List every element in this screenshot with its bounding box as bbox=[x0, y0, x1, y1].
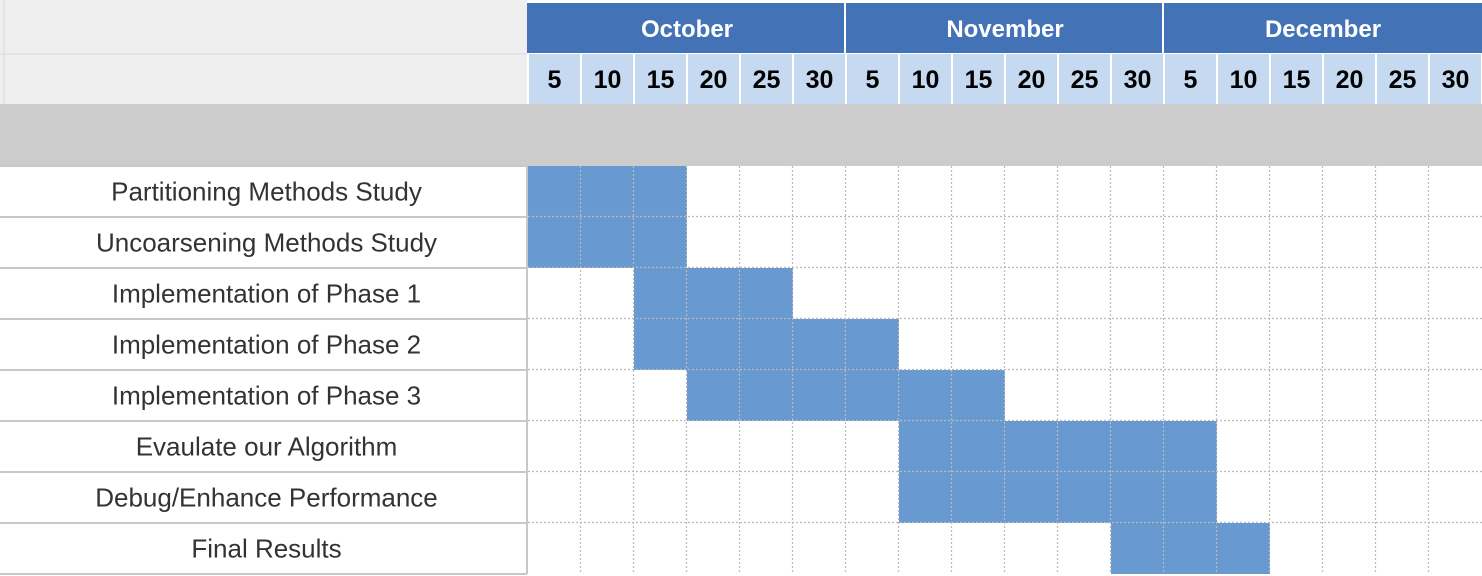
corner-header bbox=[0, 0, 527, 104]
day-cell bbox=[635, 54, 686, 104]
day-tick-label: 25 bbox=[1071, 66, 1099, 94]
month-header: October November December bbox=[527, 3, 1482, 53]
task-label: Debug/Enhance Performance bbox=[95, 483, 438, 513]
month-label: October bbox=[641, 16, 733, 43]
day-cell bbox=[847, 54, 898, 104]
gantt-bar bbox=[528, 166, 687, 217]
task-label: Partitioning Methods Study bbox=[111, 177, 422, 207]
day-cell bbox=[794, 54, 845, 104]
day-tick-label: 10 bbox=[1230, 66, 1258, 94]
day-tick-label: 20 bbox=[1336, 66, 1364, 94]
day-tick-label: 15 bbox=[965, 66, 993, 94]
day-cell bbox=[900, 54, 951, 104]
day-header: 5 10 15 20 25 30 5 10 15 20 25 30 5 10 15 20 25 30 bbox=[529, 54, 1481, 104]
day-tick-label: 10 bbox=[594, 66, 622, 94]
day-cell bbox=[1430, 54, 1481, 104]
day-tick-label: 5 bbox=[866, 66, 880, 94]
day-cell bbox=[1165, 54, 1216, 104]
day-tick-label: 20 bbox=[1018, 66, 1046, 94]
day-tick-label: 10 bbox=[912, 66, 940, 94]
gantt-bar bbox=[528, 217, 687, 268]
gantt-bar bbox=[634, 268, 793, 319]
day-cell bbox=[1218, 54, 1269, 104]
task-label: Implementation of Phase 3 bbox=[112, 381, 421, 411]
task-label: Evaulate our Algorithm bbox=[136, 432, 398, 462]
day-cell bbox=[953, 54, 1004, 104]
day-tick-label: 30 bbox=[806, 66, 834, 94]
day-cell bbox=[1377, 54, 1428, 104]
day-cell bbox=[1006, 54, 1057, 104]
month-cell-october bbox=[527, 3, 844, 53]
month-cell-december bbox=[1164, 3, 1482, 53]
day-cell bbox=[529, 54, 580, 104]
day-cell bbox=[688, 54, 739, 104]
day-tick-label: 15 bbox=[1283, 66, 1311, 94]
month-label: December bbox=[1265, 16, 1381, 43]
day-cell bbox=[1059, 54, 1110, 104]
day-tick-label: 25 bbox=[1389, 66, 1417, 94]
day-tick-label: 20 bbox=[700, 66, 728, 94]
task-label: Implementation of Phase 2 bbox=[112, 330, 421, 360]
day-cell bbox=[1112, 54, 1163, 104]
day-tick-label: 30 bbox=[1124, 66, 1152, 94]
task-label: Uncoarsening Methods Study bbox=[96, 228, 437, 258]
row-lines bbox=[0, 0, 528, 575]
grid-lines bbox=[528, 166, 1482, 574]
day-tick-label: 5 bbox=[548, 66, 562, 94]
day-cell bbox=[582, 54, 633, 104]
day-cell bbox=[741, 54, 792, 104]
section-band bbox=[0, 104, 1482, 166]
month-label: November bbox=[946, 16, 1063, 43]
day-tick-label: 15 bbox=[647, 66, 675, 94]
gantt-bar bbox=[634, 319, 899, 370]
month-cell-november bbox=[846, 3, 1162, 53]
day-cell bbox=[1324, 54, 1375, 104]
task-labels: Partitioning Methods Study Uncoarsening M… bbox=[95, 177, 438, 564]
day-cell bbox=[1271, 54, 1322, 104]
task-label: Implementation of Phase 1 bbox=[112, 279, 421, 309]
gantt-bar bbox=[1111, 523, 1270, 574]
task-label: Final Results bbox=[191, 534, 341, 564]
day-tick-label: 25 bbox=[753, 66, 781, 94]
day-tick-label: 30 bbox=[1442, 66, 1470, 94]
day-tick-label: 5 bbox=[1184, 66, 1198, 94]
